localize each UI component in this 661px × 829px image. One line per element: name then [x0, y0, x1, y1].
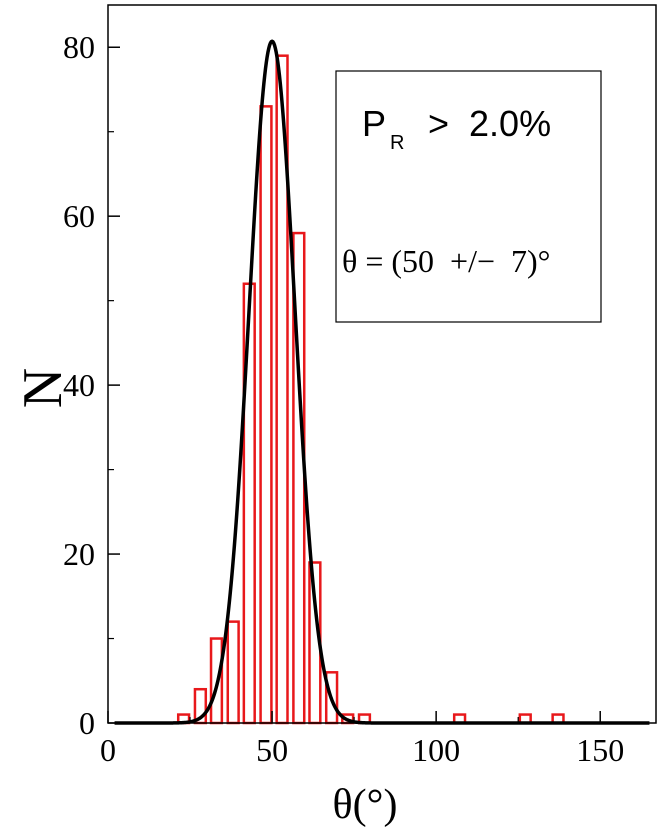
y-ticks: 0 20 40 60 80: [63, 29, 120, 741]
y-axis-label: N: [12, 368, 74, 408]
x-tick-label: 150: [576, 732, 624, 768]
annotation-box: P R > 2.0% θ = (50 +/− 7)°: [335, 70, 602, 323]
y-tick-label: 40: [63, 367, 95, 403]
annotation-line1-prefix: P: [362, 103, 386, 144]
annotation-frame: [335, 70, 602, 323]
x-tick-label: 50: [256, 732, 288, 768]
axes: 0 50 100 150 0 20 40 60 80: [63, 4, 657, 768]
plot-frame: [107, 4, 657, 724]
y-tick-label: 20: [63, 536, 95, 572]
y-tick-label: 0: [79, 705, 95, 741]
x-tick-label: 100: [412, 732, 460, 768]
histogram-bar: [259, 105, 273, 725]
x-tick-label: 0: [100, 732, 116, 768]
annotation-line1-rest: > 2.0%: [408, 103, 551, 144]
y-tick-label: 80: [63, 29, 95, 65]
annotation-line1-sub: R: [390, 132, 404, 154]
x-axis-label: θ(°): [333, 782, 398, 828]
x-ticks: 0 50 100 150: [100, 711, 624, 768]
y-tick-label: 60: [63, 198, 95, 234]
histogram-bar: [226, 620, 240, 725]
annotation-line2: θ = (50 +/− 7)°: [342, 243, 550, 279]
